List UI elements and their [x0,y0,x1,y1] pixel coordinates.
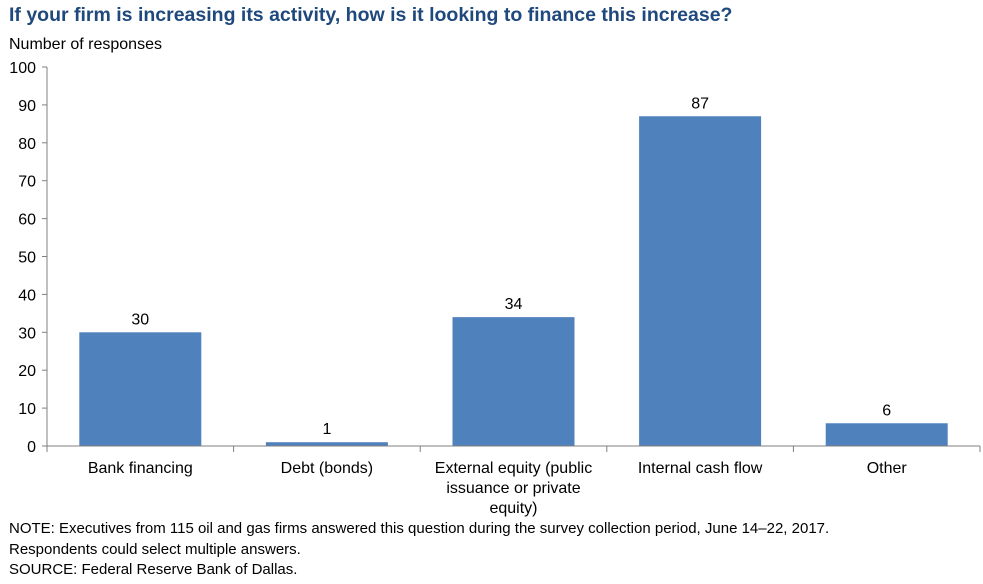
bar [825,423,948,446]
x-axis: Bank financing Debt (bonds) External equit… [46,445,981,517]
x-tick-label: Bank financing [88,460,193,477]
bar [639,116,762,447]
data-label: 1 [322,421,331,438]
bar [265,442,388,446]
y-tick-label: 40 [18,287,36,304]
bar [79,332,202,446]
y-tick-label: 10 [18,401,36,418]
note-text: NOTE: Executives from 115 oil and gas fi… [9,520,830,537]
y-tick-label: 100 [9,60,36,77]
y-axis: 0 10 20 30 40 50 60 70 80 90 100 [9,60,48,456]
y-tick-label: 90 [18,98,36,115]
y-tick-label: 60 [18,212,36,229]
x-tick-label: Debt (bonds) [281,460,374,477]
y-tick-label: 70 [18,174,36,191]
y-tick-label: 80 [18,136,36,153]
y-tick-label: 0 [27,439,36,456]
y-tick-label: 50 [18,250,36,267]
data-label: 34 [505,296,523,313]
bar-chart: 0 10 20 30 40 50 60 70 80 90 100 30 1 34 87 6 Bank fin… [9,60,981,517]
x-tick-label: Internal cash flow [638,460,763,477]
y-axis-label: Number of responses [9,36,162,53]
y-tick-label: 20 [18,363,36,380]
chart-title: If your firm is increasing its activity,… [9,4,733,26]
x-tick-label: Other [867,460,908,477]
x-tick-label: External equity (public issuance or priva… [435,460,592,517]
y-tick-label: 30 [18,325,36,342]
source-text: SOURCE: Federal Reserve Bank of Dallas. [9,561,298,578]
note-text-continued: Respondents could select multiple answer… [9,541,301,558]
data-label: 6 [882,402,891,419]
data-label: 30 [131,311,149,328]
data-label: 87 [691,95,709,112]
bar [452,317,575,446]
bars: 30 1 34 87 6 [79,95,948,447]
